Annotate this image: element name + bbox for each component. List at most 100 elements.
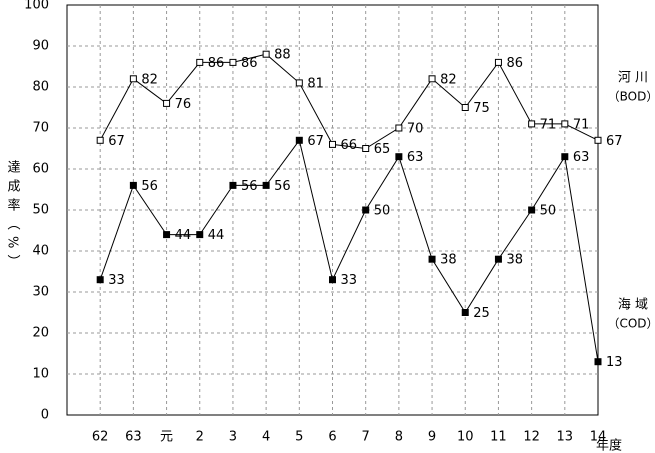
x-tick-label: 13 [557, 430, 574, 445]
data-marker [461, 309, 469, 316]
data-label: 56 [241, 179, 258, 194]
data-marker [428, 75, 436, 83]
x-tick-label: 63 [125, 430, 142, 445]
y-tick-label: 10 [32, 367, 49, 382]
y-axis-label: 達成率（%） [5, 160, 21, 273]
data-marker [428, 255, 436, 263]
data-marker [395, 153, 403, 161]
data-marker [395, 124, 403, 132]
y-tick-label: 50 [32, 203, 49, 218]
data-label: 44 [175, 228, 192, 243]
data-label: 50 [374, 204, 391, 219]
data-marker [295, 136, 303, 144]
data-label: 33 [341, 273, 358, 288]
legend-code: （BOD） [608, 90, 655, 104]
data-marker [494, 58, 502, 66]
legend-label: 河 川 [618, 71, 648, 86]
data-label: 82 [440, 72, 457, 87]
x-tick-label: 2 [196, 430, 204, 445]
x-tick-label: 9 [428, 430, 436, 445]
data-marker [329, 276, 336, 284]
data-label: 88 [274, 48, 291, 63]
data-marker [229, 58, 237, 66]
data-marker [528, 206, 536, 214]
y-tick-label: 0 [41, 408, 49, 423]
data-label: 44 [208, 228, 225, 243]
x-tick-label: 5 [295, 430, 303, 445]
data-marker [461, 104, 469, 111]
data-marker [528, 120, 536, 128]
data-marker [329, 140, 336, 148]
x-axis-label: 年度 [596, 438, 622, 453]
x-tick-label: 4 [262, 430, 270, 445]
data-marker [163, 99, 171, 107]
y-tick-label: 40 [32, 244, 49, 259]
data-marker [362, 206, 370, 214]
data-marker [262, 50, 270, 58]
data-label: 82 [141, 72, 158, 87]
data-marker [196, 58, 204, 66]
legend-label: 海 域 [618, 298, 648, 313]
x-tick-label: 62 [92, 430, 109, 445]
data-marker [163, 231, 171, 239]
data-marker [561, 153, 569, 161]
data-marker [96, 136, 104, 144]
legend-code: （COD） [607, 317, 655, 331]
data-label: 65 [374, 142, 391, 157]
data-label: 38 [506, 253, 523, 268]
data-label: 63 [573, 150, 590, 165]
data-label: 67 [108, 134, 125, 149]
data-marker [129, 75, 137, 83]
data-marker [229, 181, 237, 189]
y-tick-label: 80 [32, 80, 49, 95]
data-label: 86 [208, 56, 225, 71]
data-marker [594, 136, 602, 144]
x-tick-label: 12 [523, 430, 540, 445]
data-label: 75 [473, 101, 490, 116]
data-label: 25 [473, 306, 490, 321]
data-marker [295, 79, 303, 87]
data-marker [561, 120, 569, 128]
data-label: 33 [108, 273, 125, 288]
data-label: 81 [307, 76, 324, 91]
data-marker [129, 181, 137, 189]
data-marker [262, 181, 270, 189]
data-marker [594, 358, 602, 366]
data-label: 38 [440, 253, 457, 268]
data-label: 13 [606, 355, 623, 370]
x-tick-label: 8 [395, 430, 403, 445]
data-label: 63 [407, 150, 424, 165]
data-label: 56 [274, 179, 291, 194]
x-tick-label: 元 [160, 430, 173, 445]
y-tick-label: 60 [32, 162, 49, 177]
data-marker [96, 276, 104, 284]
y-tick-label: 100 [24, 0, 49, 13]
x-tick-label: 14 [590, 430, 607, 445]
x-tick-label: 3 [229, 430, 237, 445]
data-label: 71 [573, 117, 590, 132]
data-label: 56 [141, 179, 158, 194]
data-marker [196, 231, 204, 239]
data-marker [494, 255, 502, 263]
data-label: 76 [175, 97, 192, 112]
x-tick-label: 11 [490, 430, 507, 445]
data-label: 70 [407, 122, 424, 137]
data-label: 86 [241, 56, 258, 71]
data-label: 66 [341, 138, 358, 153]
x-tick-label: 10 [457, 430, 474, 445]
x-tick-label: 6 [328, 430, 336, 445]
data-marker [362, 145, 370, 152]
y-tick-label: 70 [32, 121, 49, 136]
data-label: 67 [307, 134, 324, 149]
y-tick-label: 30 [32, 285, 49, 300]
y-tick-label: 90 [32, 39, 49, 54]
data-label: 71 [540, 117, 557, 132]
data-label: 50 [540, 204, 557, 219]
y-tick-label: 20 [32, 326, 49, 341]
data-label: 67 [606, 134, 623, 149]
data-label: 86 [506, 56, 523, 71]
series-line [99, 139, 599, 362]
series-line [99, 53, 599, 150]
x-tick-label: 7 [362, 430, 370, 445]
